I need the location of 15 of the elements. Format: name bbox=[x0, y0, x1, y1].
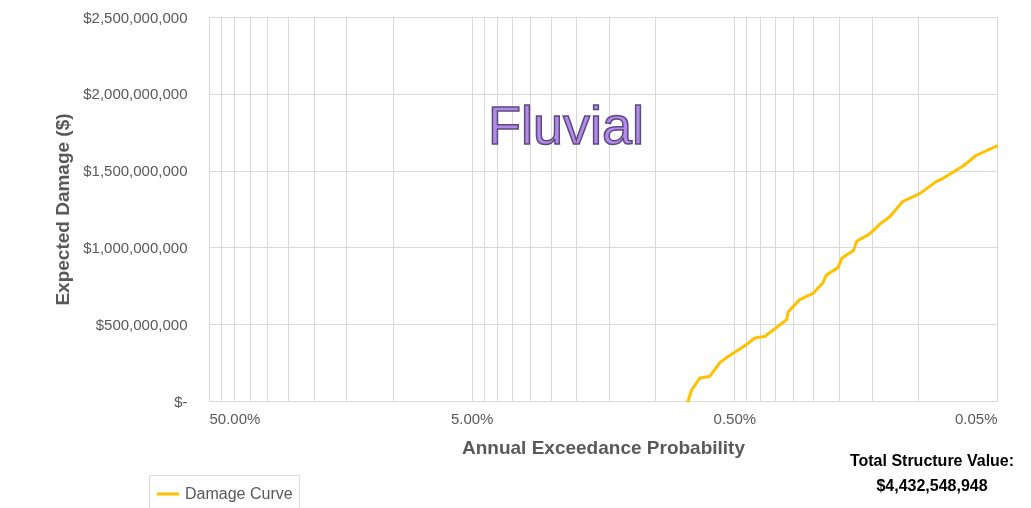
x-tick-label: 0.50% bbox=[713, 409, 757, 427]
legend-label: Damage Curve bbox=[185, 485, 293, 502]
y-tick-label: $2,500,000,000 bbox=[83, 8, 188, 26]
y-tick-label: $1,000,000,000 bbox=[83, 238, 188, 256]
y-tick-label: $- bbox=[174, 392, 188, 410]
x-tick-label: 50.00% bbox=[209, 409, 261, 427]
y-tick-label: $2,000,000,000 bbox=[83, 85, 188, 103]
y-tick-label: $1,500,000,000 bbox=[83, 162, 188, 180]
x-tick-label: 5.00% bbox=[450, 409, 494, 427]
y-axis-title: Expected Damage ($) bbox=[52, 113, 74, 306]
text: Fluvial bbox=[487, 95, 645, 155]
text: Total Structure Value: $4,432,548,948 bbox=[849, 452, 1015, 494]
x-axis-title: Annual Exceedance Probability bbox=[462, 436, 746, 458]
y-tick-label: $500,000,000 bbox=[95, 315, 188, 333]
x-tick-label: 0.05% bbox=[954, 409, 998, 427]
